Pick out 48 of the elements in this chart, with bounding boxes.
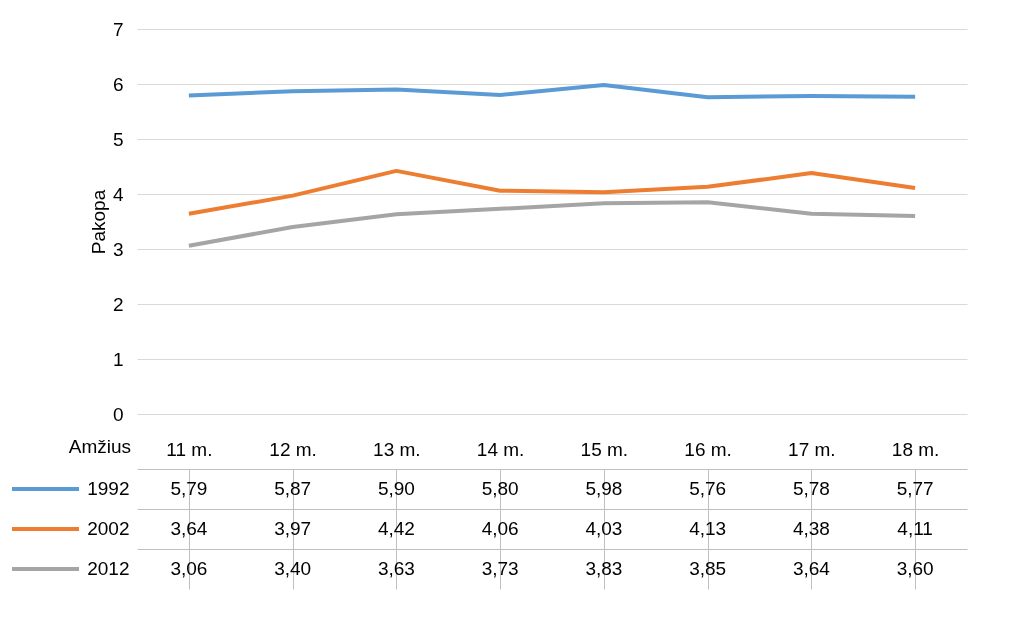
data-label: 3,64 bbox=[792, 558, 831, 579]
line-series bbox=[186, 168, 918, 216]
x-tick-label: 18 m. bbox=[891, 438, 940, 460]
y-tick-label: 7 bbox=[112, 18, 124, 40]
y-axis-title: Pakopa bbox=[87, 189, 109, 255]
data-label: 5,98 bbox=[585, 478, 623, 499]
x-tick-label: 14 m. bbox=[476, 438, 525, 460]
y-tick-label: 2 bbox=[112, 293, 124, 315]
line-series bbox=[186, 200, 918, 248]
data-label: 5,79 bbox=[170, 478, 208, 499]
data-label: 3,85 bbox=[689, 558, 727, 579]
x-tick-label: 15 m. bbox=[580, 438, 629, 460]
data-label: 4,38 bbox=[792, 518, 830, 539]
line-series bbox=[186, 83, 918, 100]
data-label: 5,77 bbox=[896, 478, 934, 499]
data-label: 4,06 bbox=[481, 518, 519, 539]
data-label: 4,11 bbox=[897, 518, 933, 539]
data-label: 4,42 bbox=[377, 518, 415, 539]
data-label: 3,73 bbox=[481, 558, 519, 579]
legend-label: 2012 bbox=[87, 558, 130, 579]
data-label: 4,03 bbox=[585, 518, 623, 539]
x-axis-title: Amžius bbox=[68, 436, 131, 457]
x-tick-label: 17 m. bbox=[788, 438, 836, 460]
data-label: 3,63 bbox=[377, 558, 415, 579]
x-tick-label: 12 m. bbox=[269, 438, 317, 460]
data-label: 3,64 bbox=[170, 518, 208, 539]
data-label: 5,78 bbox=[792, 478, 830, 499]
data-label: 3,97 bbox=[274, 518, 312, 539]
y-tick-label: 4 bbox=[112, 183, 124, 205]
legend-label: 1992 bbox=[87, 478, 130, 499]
data-label: 5,80 bbox=[481, 478, 519, 499]
x-tick-label: 11 m. bbox=[166, 438, 213, 460]
legend-label: 2002 bbox=[87, 518, 130, 539]
data-label: 5,90 bbox=[377, 478, 415, 499]
data-label: 5,76 bbox=[689, 478, 727, 499]
x-tick-label: 16 m. bbox=[684, 438, 732, 460]
y-tick-label: 0 bbox=[112, 403, 124, 425]
data-label: 4,13 bbox=[689, 518, 727, 539]
data-label: 3,40 bbox=[274, 558, 312, 579]
x-tick-label: 13 m. bbox=[373, 438, 421, 460]
y-tick-label: 5 bbox=[112, 128, 124, 150]
data-label: 3,83 bbox=[585, 558, 623, 579]
data-label: 3,06 bbox=[170, 558, 208, 579]
y-tick-label: 6 bbox=[112, 73, 124, 95]
y-tick-label: 3 bbox=[112, 238, 124, 260]
y-tick-label: 1 bbox=[112, 348, 124, 370]
data-label: 5,87 bbox=[274, 478, 312, 499]
data-label: 3,60 bbox=[896, 558, 934, 579]
